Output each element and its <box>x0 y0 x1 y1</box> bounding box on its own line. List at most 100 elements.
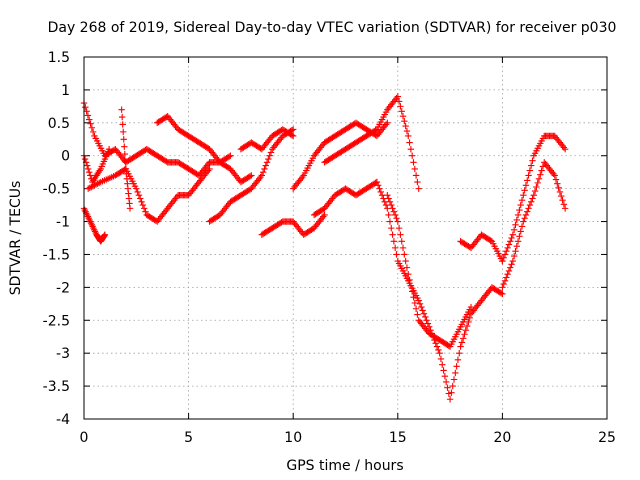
data-point <box>505 267 513 275</box>
data-point <box>556 188 564 196</box>
data-point <box>509 231 517 238</box>
data-point <box>529 195 536 202</box>
data-point <box>432 340 439 347</box>
data-point <box>118 113 126 121</box>
data-point <box>258 172 266 179</box>
data-point <box>501 277 509 284</box>
data-point <box>89 128 97 136</box>
data-point <box>246 173 254 180</box>
data-point <box>82 103 89 111</box>
data-point <box>560 201 568 208</box>
data-point <box>456 349 463 357</box>
x-tick-label: 10 <box>284 430 302 446</box>
data-point <box>561 205 569 212</box>
data-point <box>135 192 143 199</box>
data-point <box>509 257 517 265</box>
data-point <box>512 221 519 229</box>
data-point <box>410 159 417 166</box>
data-point <box>499 257 506 265</box>
data-point <box>406 139 413 146</box>
data-point <box>526 167 534 174</box>
data-point <box>517 201 524 209</box>
data-point <box>407 145 415 153</box>
data-point <box>393 215 400 222</box>
data-point <box>500 280 507 288</box>
data-point <box>525 205 532 212</box>
data-point <box>459 335 467 342</box>
data-point <box>437 355 445 363</box>
y-tick-label: -2 <box>56 280 70 296</box>
data-point <box>439 361 446 368</box>
data-point <box>505 241 513 248</box>
data-point <box>84 165 92 173</box>
series-arc-9 <box>258 211 328 238</box>
data-point <box>535 175 543 182</box>
data-point <box>510 226 518 233</box>
data-point <box>410 294 417 301</box>
data-point <box>403 264 411 271</box>
data-point <box>454 356 462 363</box>
data-point <box>554 180 561 187</box>
data-point <box>501 251 509 258</box>
data-point <box>391 211 399 219</box>
data-point <box>512 247 519 255</box>
data-point <box>552 176 560 183</box>
data-point <box>119 121 126 128</box>
data-point <box>514 238 522 245</box>
data-point <box>377 188 385 196</box>
data-point <box>414 178 421 186</box>
data-point <box>122 158 129 165</box>
series-arc-1 <box>80 99 255 186</box>
data-point <box>555 184 562 192</box>
data-point <box>518 196 526 204</box>
data-point <box>266 152 273 159</box>
x-tick-label: 15 <box>389 430 407 446</box>
data-point <box>497 289 505 297</box>
data-point <box>388 224 395 232</box>
x-tick-label: 0 <box>80 430 89 446</box>
data-point <box>84 112 92 119</box>
data-point <box>290 132 297 140</box>
data-point <box>408 152 416 159</box>
data-point <box>520 192 527 199</box>
data-point <box>518 223 526 230</box>
data-point <box>267 149 275 156</box>
data-point <box>503 247 510 255</box>
data-point <box>444 384 451 391</box>
data-point <box>499 290 506 298</box>
data-point <box>559 196 566 204</box>
data-point <box>386 218 394 225</box>
data-point <box>401 251 408 258</box>
series-arc-15 <box>384 192 475 350</box>
data-point <box>419 307 426 314</box>
data-point <box>227 152 234 159</box>
data-point <box>206 165 213 173</box>
data-point <box>524 208 531 215</box>
data-point <box>561 145 569 153</box>
data-point <box>393 251 400 258</box>
chart-title: Day 268 of 2019, Sidereal Day-to-day VTE… <box>48 20 617 36</box>
data-point <box>259 168 267 176</box>
y-tick-label: -1.5 <box>43 247 70 263</box>
data-point <box>508 261 515 268</box>
data-point <box>538 167 545 174</box>
data-point <box>373 178 381 186</box>
data-point <box>134 188 141 196</box>
data-point <box>516 206 523 214</box>
data-point <box>385 195 392 202</box>
data-point <box>537 171 544 178</box>
data-point <box>522 182 530 189</box>
data-point <box>510 252 518 260</box>
data-point <box>407 282 415 289</box>
y-tick-label: -1 <box>56 215 70 231</box>
y-tick-label: -2.5 <box>43 313 70 329</box>
plot-frame <box>83 56 608 420</box>
data-point <box>87 120 94 127</box>
data-point <box>395 98 403 105</box>
axis-ticks <box>83 56 608 420</box>
data-point <box>527 162 535 169</box>
data-point <box>526 201 534 209</box>
data-point <box>462 326 469 334</box>
data-point <box>390 208 398 215</box>
data-point <box>467 303 475 311</box>
